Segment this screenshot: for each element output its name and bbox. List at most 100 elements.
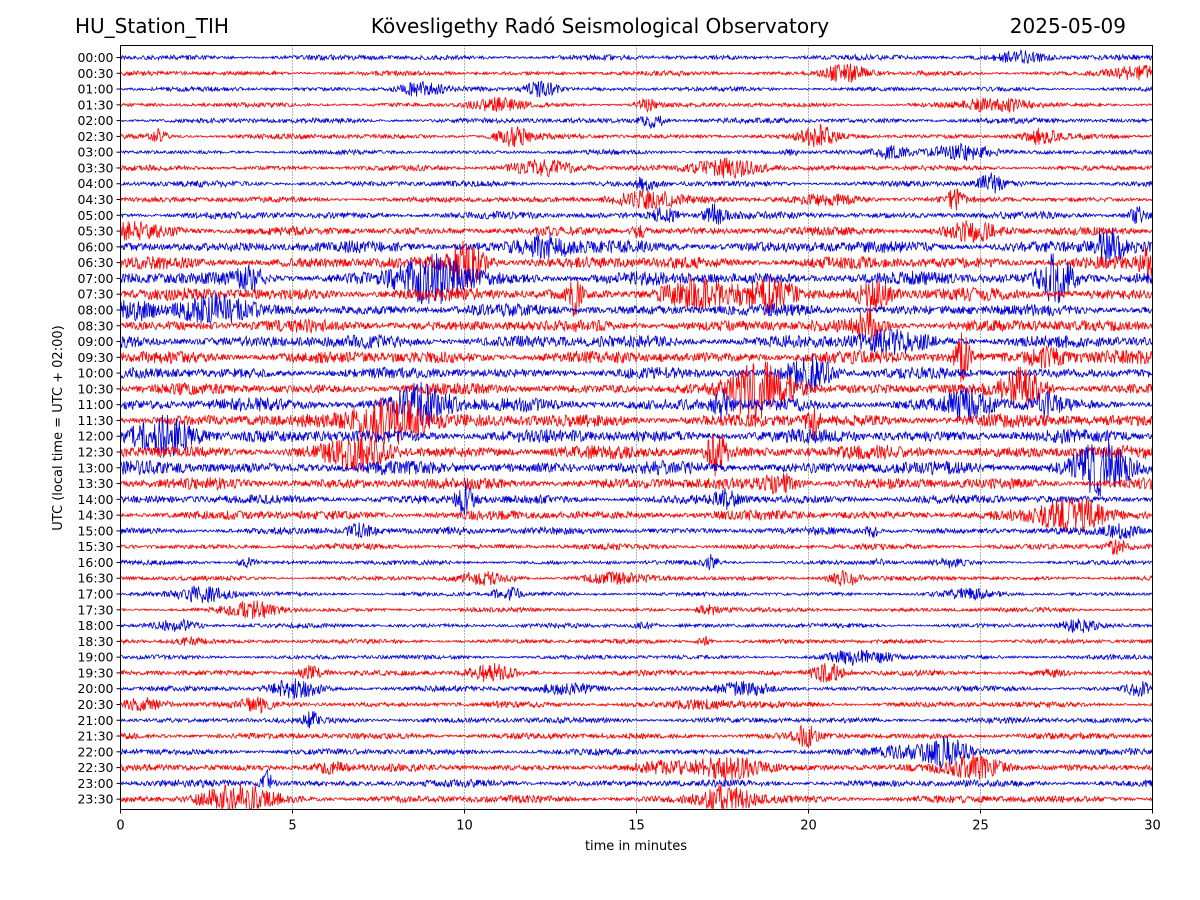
y-tick-label: 07:30: [77, 287, 113, 302]
grid-lines: [292, 45, 981, 810]
trace-line: [120, 481, 1153, 516]
y-tick-label: 22:30: [77, 760, 113, 775]
y-tick-label: 09:30: [77, 350, 113, 365]
y-tick-label: 17:30: [77, 602, 113, 617]
trace-line: [120, 678, 1153, 700]
trace-line: [120, 414, 1153, 458]
y-tick-label: 18:30: [77, 634, 113, 649]
y-tick-label: 19:30: [77, 665, 113, 680]
y-tick-label: 04:30: [77, 192, 113, 207]
trace-line: [120, 724, 1153, 748]
trace-line: [120, 663, 1153, 683]
y-tick-label: 12:00: [77, 429, 113, 444]
y-tick-label: 11:00: [77, 397, 113, 412]
y-axis-label: UTC (local time = UTC + 02:00): [51, 325, 66, 530]
trace-line: [120, 397, 1153, 445]
trace-line: [120, 473, 1153, 495]
y-tick-label: 20:30: [77, 697, 113, 712]
y-tick-label: 23:30: [77, 792, 113, 807]
y-tick-label: 10:30: [77, 381, 113, 396]
y-tick-label: 12:30: [77, 445, 113, 460]
trace-line: [120, 600, 1153, 620]
trace-line: [120, 80, 1153, 98]
y-tick-label: 08:30: [77, 318, 113, 333]
y-tick-label: 19:00: [77, 650, 113, 665]
y-tick-label: 02:30: [77, 129, 113, 144]
y-tick-label: 03:00: [77, 145, 113, 160]
y-axis: 00:0000:3001:0001:3002:0002:3003:0003:30…: [77, 50, 121, 807]
y-tick-label: 15:30: [77, 539, 113, 554]
trace-line: [120, 768, 1153, 789]
trace-line: [120, 49, 1153, 65]
trace-line: [120, 328, 1153, 356]
x-tick-label: 5: [288, 819, 296, 834]
y-tick-label: 16:00: [77, 555, 113, 570]
trace-line: [120, 157, 1153, 179]
trace-line: [120, 240, 1153, 289]
trace-line: [120, 522, 1153, 540]
trace-line: [120, 618, 1153, 633]
y-tick-label: 06:30: [77, 255, 113, 270]
y-tick-label: 21:30: [77, 729, 113, 744]
y-tick-label: 15:00: [77, 523, 113, 538]
x-tick-label: 15: [628, 819, 645, 834]
y-tick-label: 14:30: [77, 508, 113, 523]
y-tick-label: 05:00: [77, 208, 113, 223]
x-tick-label: 0: [116, 819, 124, 834]
x-tick-label: 20: [800, 819, 817, 834]
trace-line: [120, 711, 1153, 729]
trace-line: [120, 63, 1153, 83]
trace-line: [120, 124, 1153, 148]
trace-line: [120, 635, 1153, 646]
trace-line: [120, 441, 1153, 497]
trace-line: [120, 754, 1153, 782]
trace-line: [120, 354, 1153, 392]
y-tick-label: 09:00: [77, 334, 113, 349]
trace-line: [120, 381, 1153, 427]
trace-line: [120, 649, 1153, 666]
y-tick-label: 00:30: [77, 66, 113, 81]
trace-line: [120, 96, 1153, 114]
trace-line: [120, 172, 1153, 194]
x-tick-label: 25: [972, 819, 989, 834]
y-tick-label: 22:00: [77, 744, 113, 759]
station-label: HU_Station_TIH: [75, 14, 229, 38]
y-tick-label: 13:30: [77, 476, 113, 491]
x-axis: 0 5 10 15 20 25 30: [116, 809, 1161, 834]
trace-group: [120, 49, 1153, 810]
y-tick-label: 18:00: [77, 618, 113, 633]
y-tick-label: 00:00: [77, 50, 113, 65]
chart-title: Kövesligethy Radó Seismological Observat…: [370, 14, 830, 38]
x-axis-label: time in minutes: [585, 839, 687, 854]
trace-line: [120, 432, 1153, 477]
trace-line: [120, 306, 1153, 341]
trace-line: [120, 203, 1153, 225]
y-tick-label: 07:00: [77, 271, 113, 286]
y-tick-label: 21:00: [77, 713, 113, 728]
y-tick-label: 11:30: [77, 413, 113, 428]
date-label: 2025-05-09: [1009, 14, 1126, 38]
trace-line: [120, 539, 1153, 556]
trace-line: [120, 569, 1153, 587]
trace-line: [120, 220, 1153, 243]
y-tick-label: 16:30: [77, 571, 113, 586]
y-tick-label: 01:00: [77, 82, 113, 97]
trace-line: [120, 115, 1153, 129]
y-tick-label: 13:00: [77, 460, 113, 475]
trace-line: [120, 188, 1153, 211]
y-tick-label: 05:30: [77, 224, 113, 239]
y-tick-label: 02:00: [77, 113, 113, 128]
y-tick-label: 08:00: [77, 302, 113, 317]
x-tick-label: 30: [1144, 819, 1161, 834]
trace-line: [120, 332, 1153, 383]
trace-line: [120, 696, 1153, 714]
y-tick-label: 10:00: [77, 366, 113, 381]
y-tick-label: 04:00: [77, 176, 113, 191]
y-tick-label: 14:00: [77, 492, 113, 507]
trace-line: [120, 276, 1153, 317]
trace-line: [120, 293, 1153, 324]
trace-line: [120, 554, 1153, 570]
y-tick-label: 20:00: [77, 681, 113, 696]
trace-line: [120, 361, 1153, 422]
